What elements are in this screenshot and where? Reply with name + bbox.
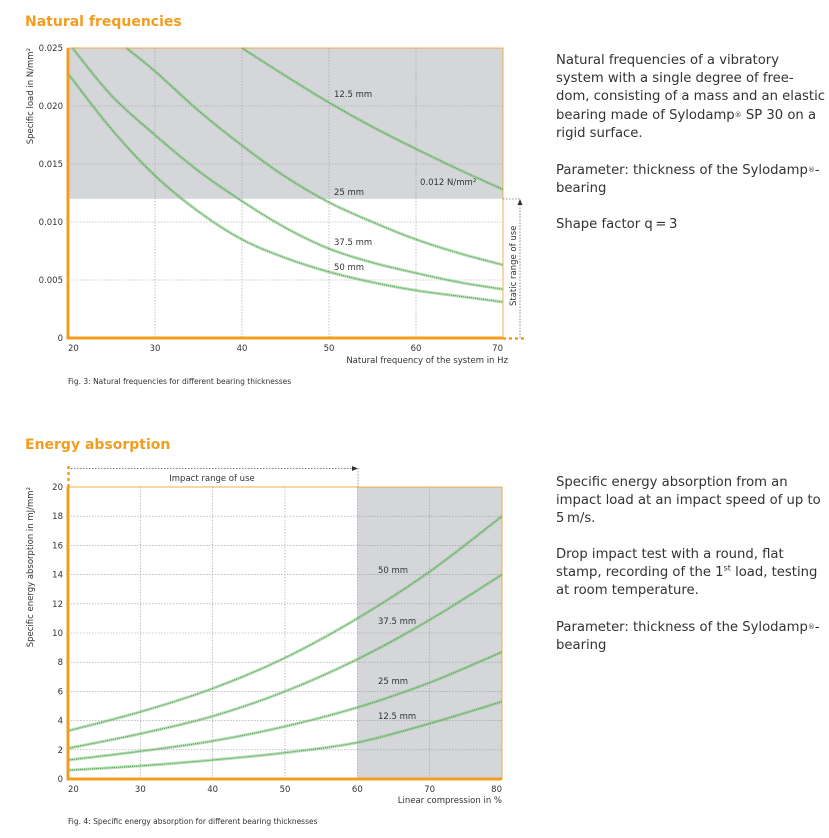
series-line-50-mm <box>67 73 504 303</box>
description-paragraph: Parameter: thickness of the Sylodamp®-be… <box>556 618 826 655</box>
energy-absorption-chart: 20 30 40 50 60 70 80 0 2 4 6 8 10 12 14 16 18 20 Specific… <box>26 466 503 826</box>
description-paragraph: Shape factor q = 3 <box>556 217 678 232</box>
natural-frequencies-description: Natural frequencies of a vibratory syste… <box>556 52 826 252</box>
x-tick-label: 40 <box>207 785 218 795</box>
x-tick-label: 50 <box>280 785 291 795</box>
series-line-37-5-mm <box>71 47 504 290</box>
section-heading-natural-frequencies: Natural frequencies <box>25 14 182 30</box>
registered-mark: ® <box>734 111 742 119</box>
y-axis-label: Specific load in N/mm² <box>26 48 36 144</box>
series-label-37-5mm: 37.5 mm <box>334 238 372 248</box>
y-axis-label: Specific energy absorption in mJ/mm² <box>26 487 36 647</box>
x-tick-label: 60 <box>352 785 363 795</box>
description-text: load, testing at room temperature. <box>556 565 818 598</box>
x-tick-label: 20 <box>68 785 79 795</box>
y-tick-label: 6 <box>58 687 63 697</box>
x-tick-label: 70 <box>424 785 435 795</box>
x-tick-label: 70 <box>492 344 503 354</box>
series-label-25mm: 25 mm <box>334 188 364 198</box>
description-paragraph: Specific energy absorption from an impac… <box>556 475 821 526</box>
y-tick-label: 8 <box>58 658 63 668</box>
x-tick-label: 50 <box>324 344 335 354</box>
static-range-label: Static range of use <box>509 226 519 306</box>
series-label-50mm: 50 mm <box>378 566 408 576</box>
threshold-label: 0.012 N/mm² <box>420 178 476 188</box>
y-tick-label: 0.010 <box>39 218 63 228</box>
x-axis-label: Natural frequency of the system in Hz <box>346 356 508 366</box>
series-line-50-mm <box>67 515 503 732</box>
description-text: Parameter: thickness of the Sylodamp <box>556 163 808 178</box>
y-tick-label: 16 <box>52 541 63 551</box>
x-tick-label: 20 <box>68 344 79 354</box>
y-tick-label: 4 <box>58 717 63 727</box>
range-arrow-head-icon <box>517 199 523 205</box>
x-tick-label: 60 <box>411 344 422 354</box>
series-line-25-mm <box>67 651 503 761</box>
y-tick-label: 20 <box>52 483 63 493</box>
description-text: Parameter: thickness of the Sylodamp <box>556 620 808 635</box>
description-paragraph: Natural frequencies of a vibratory syste… <box>556 52 826 143</box>
y-tick-label: 0.015 <box>39 160 63 170</box>
x-axis-label: Linear compression in % <box>398 796 502 806</box>
description-paragraph: Drop impact test with a round, flat stam… <box>556 546 826 600</box>
y-tick-label: 10 <box>52 629 63 639</box>
y-tick-label: 12 <box>52 600 63 610</box>
y-tick-label: 0 <box>58 775 63 785</box>
x-tick-label: 30 <box>135 785 146 795</box>
range-arrow-head-icon <box>352 466 358 471</box>
energy-absorption-description: Specific energy absorption from an impac… <box>556 474 826 673</box>
description-text: Drop impact test with a round, flat stam… <box>556 547 784 580</box>
x-tick-label: 30 <box>150 344 161 354</box>
y-tick-label: 0.005 <box>39 276 63 286</box>
y-tick-label: 18 <box>52 512 63 522</box>
series-line-12-5-mm <box>67 701 503 771</box>
y-tick-label: 0.020 <box>39 102 63 112</box>
series-label-25mm: 25 mm <box>378 677 408 687</box>
y-tick-label: 14 <box>52 571 63 581</box>
series-label-50mm: 50 mm <box>334 263 364 273</box>
series-label-12-5mm: 12.5 mm <box>334 90 372 100</box>
y-tick-label: 0 <box>58 334 63 344</box>
description-text: -bearing <box>556 620 820 653</box>
registered-mark: ® <box>807 166 815 174</box>
description-text: SP 30 on a rigid surface. <box>556 108 817 141</box>
series-label-12-5mm: 12.5 mm <box>378 712 416 722</box>
natural-frequencies-chart: 20 30 40 50 60 70 0 0.005 0.010 0.015 0.020 0.025 S… <box>26 44 524 386</box>
series-line-37-5-mm <box>67 574 503 749</box>
y-tick-label: 0.025 <box>39 44 63 54</box>
superscript: st <box>723 563 731 573</box>
figure-caption: Fig. 3: Natural frequencies for differen… <box>68 377 291 386</box>
series-label-37-5mm: 37.5 mm <box>378 617 416 627</box>
impact-range-label: Impact range of use <box>169 474 254 484</box>
description-text: Natural frequencies of a vibratory syste… <box>556 53 825 123</box>
description-paragraph: Parameter: thickness of the Sylodamp®-be… <box>556 161 826 198</box>
registered-mark: ® <box>807 623 815 631</box>
x-tick-label: 80 <box>491 785 502 795</box>
y-tick-label: 2 <box>58 746 63 756</box>
description-text: -bearing <box>556 163 820 196</box>
figure-caption: Fig. 4: Specific energy absorption for d… <box>68 817 318 826</box>
x-tick-label: 40 <box>237 344 248 354</box>
series-line-25-mm <box>125 47 504 266</box>
series-line-12-5-mm <box>241 47 504 190</box>
section-heading-energy-absorption: Energy absorption <box>25 437 171 453</box>
